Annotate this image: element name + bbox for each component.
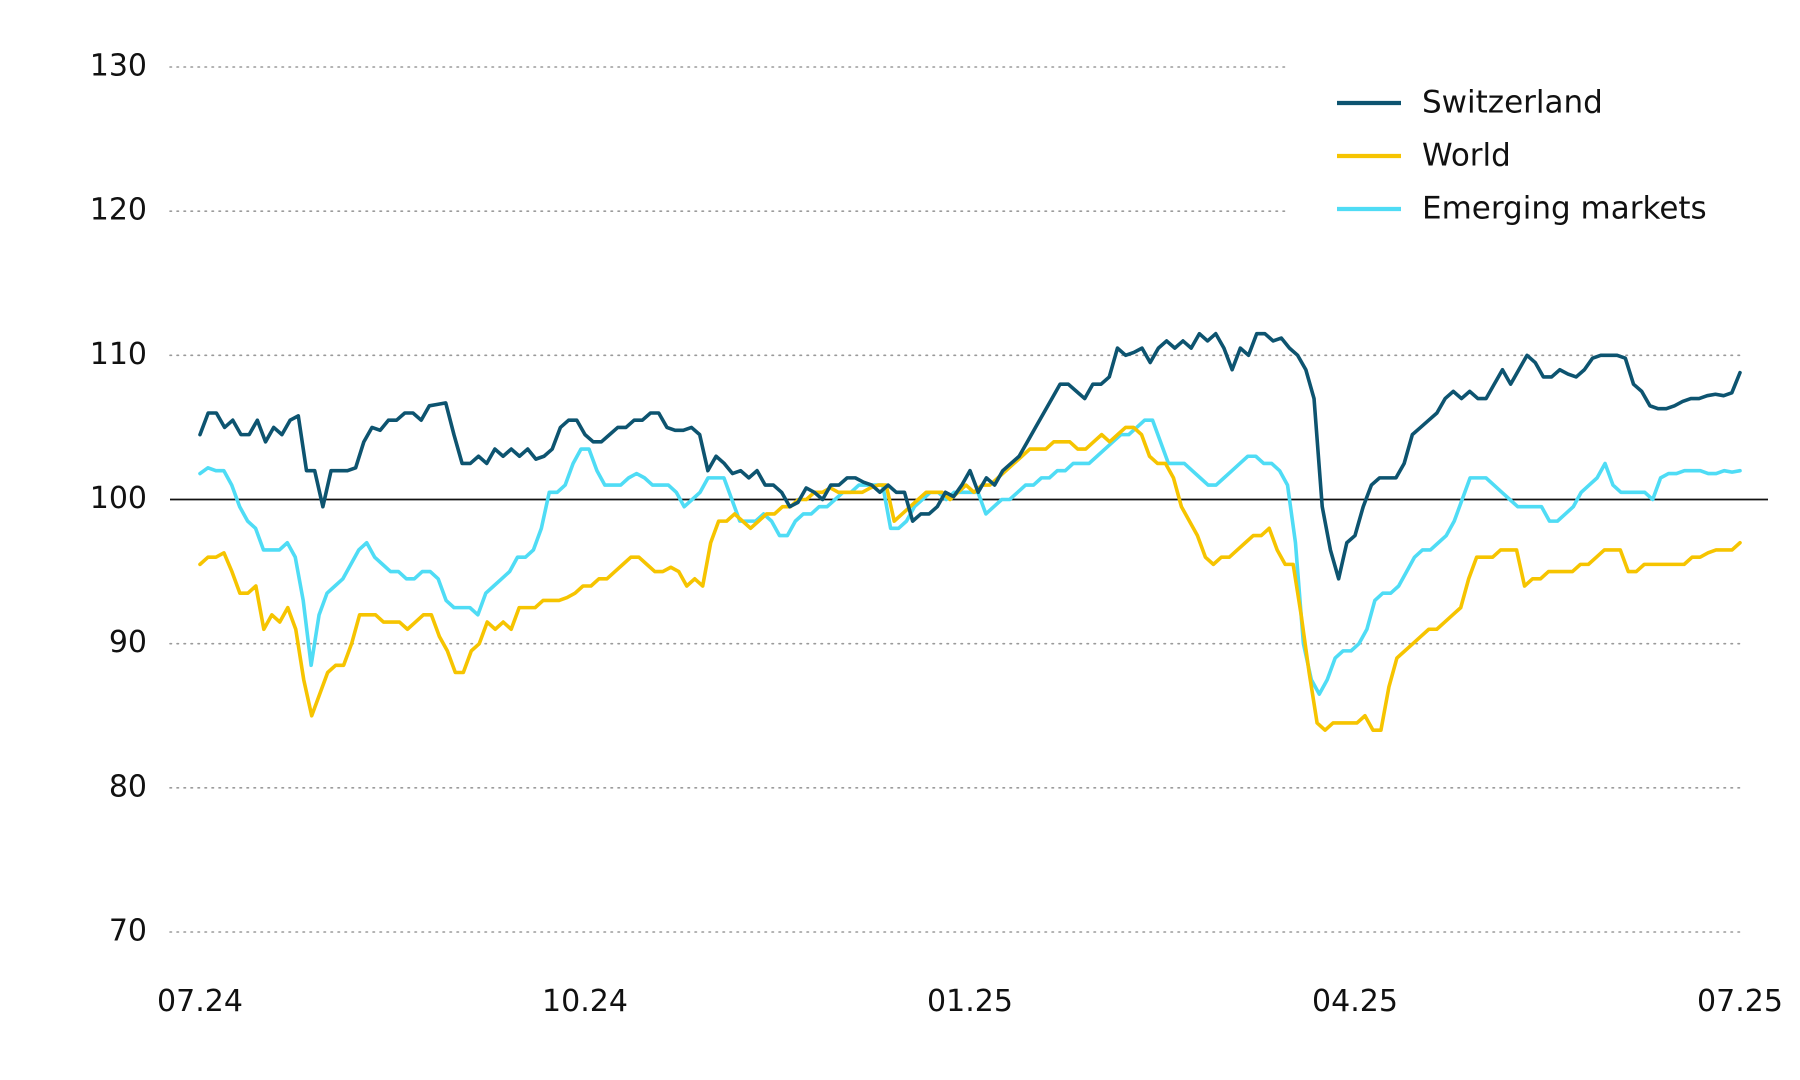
y-tick-label: 80 xyxy=(109,769,147,804)
y-tick-label: 130 xyxy=(90,49,147,84)
y-axis-tick-labels: 70 80 90 100 110 120 130 xyxy=(90,49,147,949)
x-tick-label: 07.24 xyxy=(157,984,243,1019)
x-tick-label: 07.25 xyxy=(1697,984,1783,1019)
legend-item-world: World xyxy=(1337,138,1511,174)
x-tick-label: 04.25 xyxy=(1312,984,1398,1019)
x-axis-tick-labels: 07.24 10.24 01.25 04.25 07.25 xyxy=(157,984,1783,1019)
legend-label-switzerland: Switzerland xyxy=(1422,85,1603,121)
series-line-emerging-markets xyxy=(198,418,1742,696)
gridlines xyxy=(169,66,1768,933)
x-tick-label: 10.24 xyxy=(542,984,628,1019)
y-tick-label: 100 xyxy=(90,481,147,516)
y-tick-label: 110 xyxy=(90,337,147,372)
legend: Switzerland World Emerging markets xyxy=(1337,85,1707,227)
y-tick-label: 120 xyxy=(90,193,147,228)
y-tick-label: 70 xyxy=(109,914,147,949)
legend-item-emerging-markets: Emerging markets xyxy=(1337,191,1707,227)
series-line-switzerland xyxy=(198,331,1742,581)
legend-label-world: World xyxy=(1422,138,1511,174)
y-tick-label: 90 xyxy=(109,625,147,660)
legend-label-emerging-markets: Emerging markets xyxy=(1422,191,1707,227)
series-lines xyxy=(198,331,1742,732)
x-tick-label: 01.25 xyxy=(927,984,1013,1019)
series-line-world xyxy=(198,425,1742,732)
legend-item-switzerland: Switzerland xyxy=(1337,85,1603,121)
